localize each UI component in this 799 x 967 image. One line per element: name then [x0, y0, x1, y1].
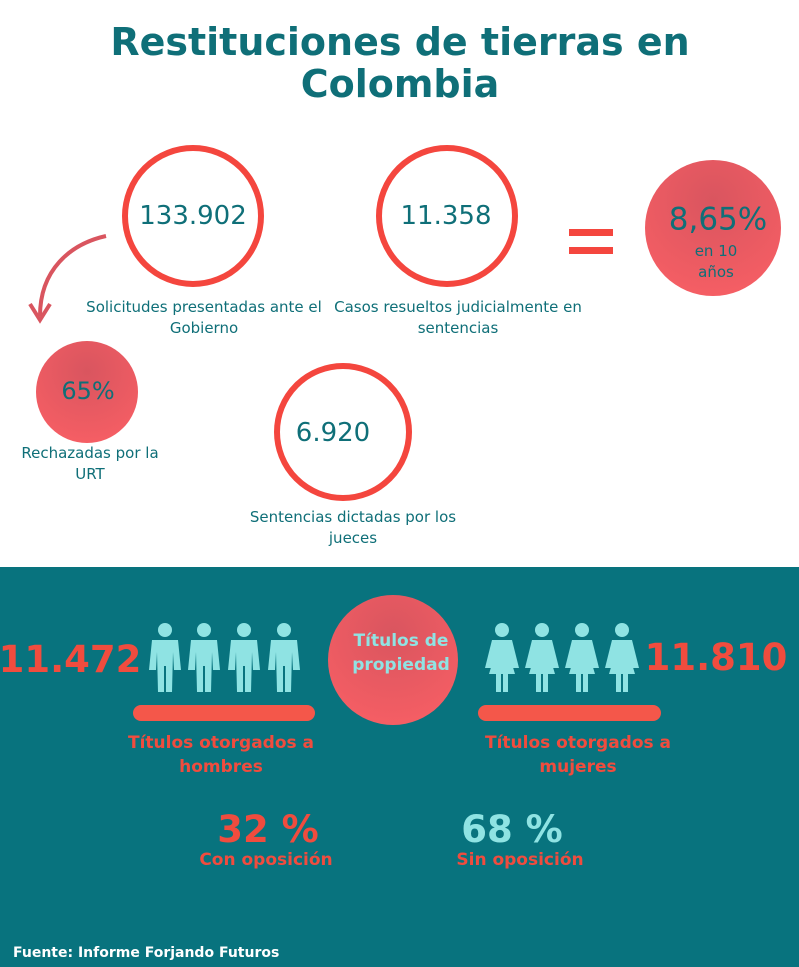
ring	[376, 145, 518, 287]
source: Fuente: Informe Forjando Futuros	[13, 945, 280, 961]
result-value: 8,65%	[668, 201, 768, 238]
men-label: Títulos otorgados a hombres	[127, 733, 315, 777]
stat-value: 6.920	[295, 417, 371, 448]
equals	[569, 247, 613, 254]
arrow	[38, 234, 107, 317]
equals	[569, 229, 613, 236]
center-label: Títulos de propiedad	[352, 631, 450, 675]
stat-label: Sentencias dictadas por los jueces	[249, 508, 457, 547]
rejected-circle	[36, 341, 138, 443]
title: Restituciones de tierras en Colombia	[110, 20, 690, 106]
rejected-value: 65%	[61, 377, 115, 406]
bar	[133, 705, 315, 721]
men-value: 11.472	[0, 638, 142, 682]
center-circle	[328, 595, 458, 725]
ring	[274, 363, 412, 501]
opposition-value: 32 %	[217, 808, 319, 852]
women-value: 11.810	[644, 636, 788, 680]
stat-value: 133.902	[139, 200, 247, 231]
ring	[122, 145, 264, 287]
rejected-label: Rechazadas por la URT	[21, 444, 159, 483]
result-circle	[645, 160, 781, 296]
opposition-value: 68 %	[461, 808, 563, 852]
result-label: en 10 años	[694, 242, 738, 281]
women-label: Títulos otorgados a mujeres	[484, 733, 672, 777]
bar	[478, 705, 661, 721]
stat-label: Casos resueltos judicialmente en sentenc…	[334, 298, 582, 337]
stat-value: 11.358	[400, 200, 492, 231]
opposition-label: Con oposición	[199, 850, 333, 871]
stat-label: Solicitudes presentadas ante el Gobierno	[86, 298, 322, 337]
arrow-head	[28, 302, 52, 324]
opposition-label: Sin oposición	[456, 850, 584, 871]
